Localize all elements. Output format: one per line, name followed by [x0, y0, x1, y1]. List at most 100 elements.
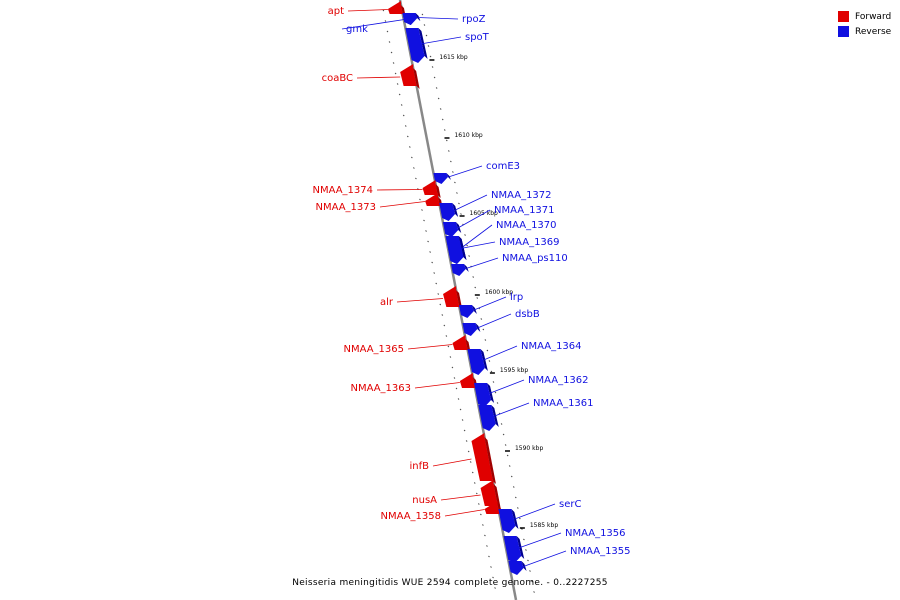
gene-arrow — [467, 349, 485, 375]
gene-arrow — [459, 373, 476, 388]
minor-tick — [459, 408, 462, 411]
gene-leader-line — [396, 298, 444, 303]
gene-shadow — [413, 68, 420, 89]
gene-arrow — [439, 203, 456, 221]
gene-nmaa_1361: NMAA_1361 — [478, 398, 594, 431]
minor-tick — [456, 192, 458, 194]
minor-tick — [494, 391, 497, 394]
minor-tick — [488, 555, 490, 558]
minor-tick — [419, 198, 421, 201]
gene-nmaa_1364: NMAA_1364 — [467, 341, 582, 375]
minor-tick — [523, 538, 525, 541]
minor-tick — [512, 486, 515, 488]
minor-tick — [527, 559, 529, 562]
minor-tick — [525, 549, 527, 551]
gene-nmaa_1372: NMAA_1372 — [439, 190, 552, 221]
genome-caption: Neisseria meningitidis WUE 2594 complete… — [292, 578, 608, 588]
minor-tick — [529, 570, 531, 572]
minor-tick — [406, 135, 409, 138]
gene-label: dsbB — [515, 309, 540, 320]
minor-tick — [461, 419, 464, 421]
gene-nmaa_ps110: NMAA_ps110 — [451, 253, 568, 276]
gene-label: NMAA_1370 — [496, 220, 557, 231]
minor-tick — [482, 524, 484, 526]
scale-tick-label: 1610 kbp — [454, 132, 482, 139]
legend-item-forward: Forward — [838, 9, 891, 24]
minor-tick — [454, 181, 456, 184]
gene-label: NMAA_ps110 — [502, 253, 568, 264]
minor-tick — [421, 13, 424, 16]
gene-label: NMAA_1361 — [533, 398, 594, 409]
gene-leader-line — [440, 494, 481, 501]
gene-label: infB — [410, 461, 430, 472]
minor-tick — [384, 20, 387, 22]
minor-tick — [400, 104, 403, 106]
legend: Forward Reverse — [838, 9, 891, 39]
minor-tick — [437, 97, 440, 100]
gene-nmaa_1358: NMAA_1358 — [380, 501, 503, 522]
minor-tick — [437, 293, 440, 295]
gene-leader-line — [417, 17, 459, 20]
minor-tick — [447, 345, 450, 348]
gene-arrow — [451, 264, 466, 276]
minor-tick — [488, 360, 491, 362]
minor-tick — [453, 377, 456, 379]
gene-arrow — [484, 501, 500, 514]
gene-leader-line — [465, 257, 499, 269]
minor-tick — [464, 234, 466, 236]
gene-arrow — [425, 193, 440, 206]
minor-tick — [531, 580, 533, 583]
gene-arrow — [387, 1, 403, 14]
scale-tick-label: 1600 kbp — [485, 289, 513, 296]
gene-leader-line — [432, 458, 472, 467]
minor-tick — [392, 62, 395, 64]
gene-nmaa_1365: NMAA_1365 — [343, 335, 471, 355]
gene-arrow — [458, 305, 474, 318]
minor-tick — [466, 244, 468, 247]
gene-label: NMAA_1373 — [315, 202, 376, 213]
minor-tick — [506, 454, 509, 457]
gene-nmaa_1355: NMAA_1355 — [508, 546, 631, 575]
gene-arrow — [433, 173, 448, 184]
minor-tick — [480, 318, 483, 320]
minor-tick — [402, 114, 405, 117]
gene-leader-line — [454, 194, 488, 211]
gene-arrow — [498, 509, 516, 533]
minor-tick — [427, 45, 430, 47]
gene-label: NMAA_1362 — [528, 375, 589, 386]
minor-tick — [390, 51, 393, 54]
gene-leader-line — [414, 382, 460, 389]
gene-lrp: lrp — [458, 292, 523, 318]
gene-leader-line — [488, 379, 525, 394]
minor-tick — [458, 202, 460, 205]
gene-arrow — [422, 180, 438, 195]
minor-tick — [388, 41, 391, 43]
gene-label: NMAA_1365 — [343, 344, 404, 355]
minor-tick — [447, 150, 450, 152]
minor-tick — [451, 366, 454, 369]
minor-tick — [443, 324, 446, 327]
minor-ticks — [382, 9, 535, 593]
minor-tick — [449, 160, 452, 163]
gene-apt: apt — [328, 1, 406, 17]
minor-tick — [465, 440, 468, 442]
minor-tick — [480, 513, 482, 516]
gene-label: NMAA_1374 — [312, 185, 373, 196]
forward-swatch — [838, 11, 849, 22]
minor-tick — [421, 209, 423, 211]
minor-tick — [408, 146, 411, 148]
minor-tick — [486, 545, 488, 547]
gene-leader-line — [473, 296, 507, 311]
minor-tick — [433, 272, 436, 274]
minor-tick — [455, 387, 458, 390]
gene-arrow — [445, 236, 464, 264]
gene-arrow — [508, 561, 524, 575]
minor-tick — [490, 370, 493, 373]
minor-tick — [415, 177, 417, 180]
minor-tick — [494, 587, 496, 589]
gene-label: NMAA_1363 — [350, 383, 411, 394]
minor-tick — [496, 402, 499, 404]
gene-leader-line — [457, 209, 491, 229]
gene-arrow — [480, 480, 498, 506]
